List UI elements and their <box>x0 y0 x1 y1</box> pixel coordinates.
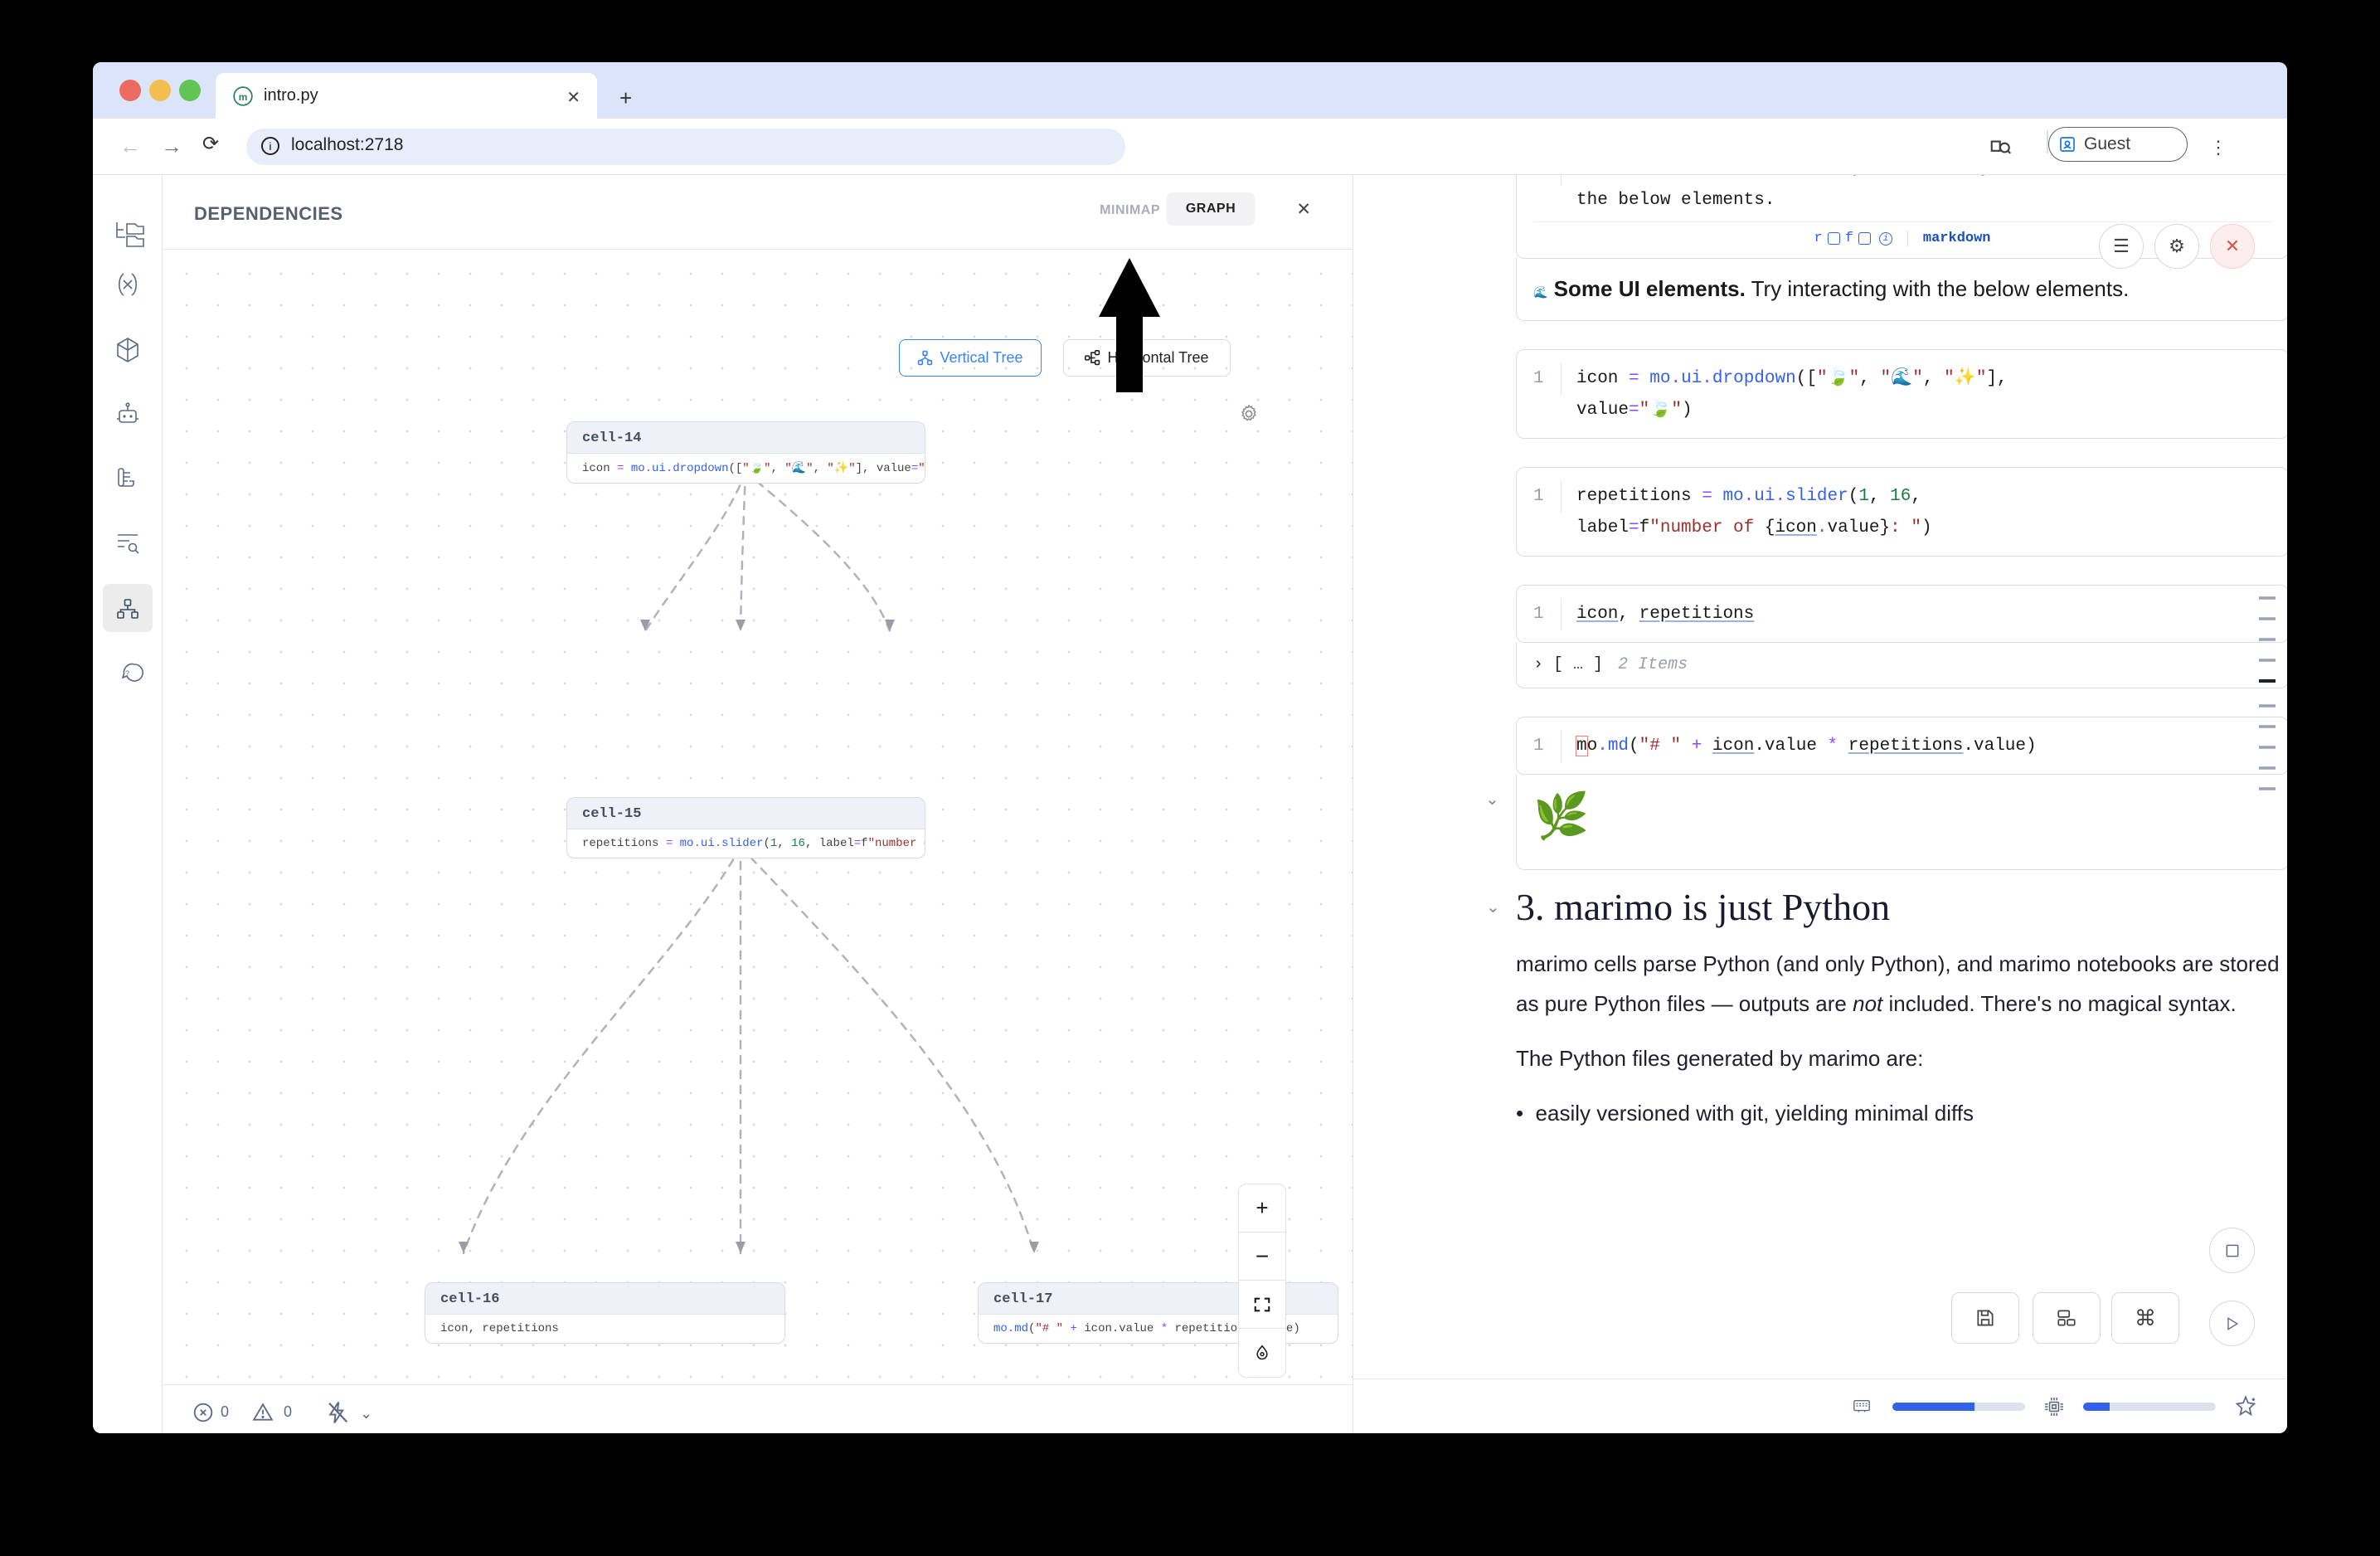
svg-text:m: m <box>239 91 248 103</box>
svg-text:?: ? <box>125 669 129 678</box>
